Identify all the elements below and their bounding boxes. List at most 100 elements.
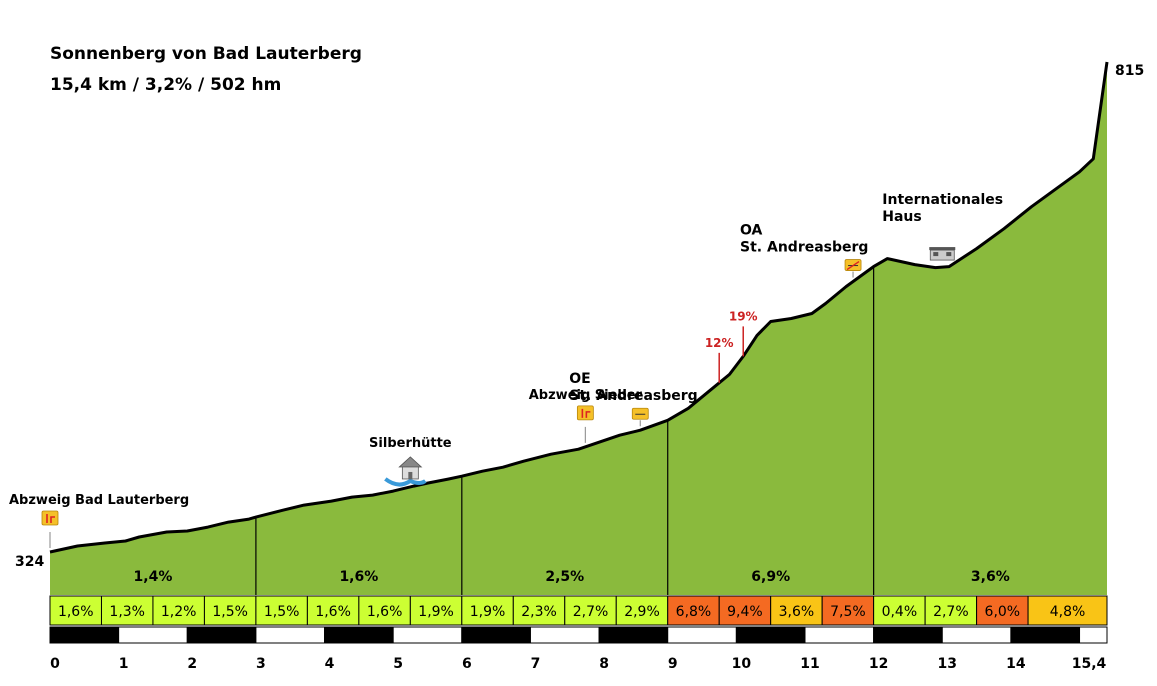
waypoint-label: Haus xyxy=(882,209,921,225)
building-roof xyxy=(929,247,956,251)
waypoint-label: OE xyxy=(569,371,590,387)
gradient-block xyxy=(615,595,669,626)
x-tick-label: 13 xyxy=(938,656,957,672)
gradient-block-label: 2,3% xyxy=(521,604,557,620)
waypoint: Abzweig Sieber xyxy=(529,388,643,443)
x-tick-label: 6 xyxy=(462,656,472,672)
waypoint-label: Silberhütte xyxy=(369,436,452,451)
gradient-block-label: 9,4% xyxy=(727,604,763,620)
house-roof xyxy=(398,456,423,468)
x-tick-label: 5 xyxy=(393,656,403,672)
gradient-block xyxy=(152,595,205,626)
gradient-block-label: 2,7% xyxy=(573,604,609,620)
x-tick-label: 8 xyxy=(599,656,609,672)
building-window xyxy=(946,252,952,257)
km-scale-segment xyxy=(941,626,1012,644)
sign-arrow xyxy=(46,514,55,523)
building-wall xyxy=(929,249,955,261)
km-scale-segment xyxy=(255,626,326,644)
gradient-block xyxy=(49,595,102,626)
junction-sign-icon xyxy=(576,405,594,421)
building-window xyxy=(933,252,939,257)
gradient-block-label: 2,7% xyxy=(933,604,969,620)
km-scale-segment xyxy=(186,626,257,644)
waypoint: Abzweig Bad Lauterberg xyxy=(9,493,189,548)
gradient-block-label: 2,9% xyxy=(624,604,660,620)
waypoint-label: Internationales xyxy=(882,192,1003,208)
km-scale-segment xyxy=(667,626,737,644)
gradient-block xyxy=(512,595,566,626)
waypoint: Silberhütte xyxy=(369,436,452,487)
x-tick-label: 7 xyxy=(531,656,541,672)
gradient-block-label: 3,6% xyxy=(779,604,815,620)
water-wave xyxy=(384,477,427,487)
segment-average-label: 1,6% xyxy=(339,569,378,585)
segment-average-label: 1,4% xyxy=(134,569,173,585)
gradient-block xyxy=(255,595,308,626)
x-tick-label: 2 xyxy=(187,656,197,672)
x-tick-label: 0 xyxy=(50,656,60,672)
waypoint-label: Abzweig Sieber xyxy=(529,388,643,403)
x-tick-label: 9 xyxy=(668,656,678,672)
km-scale-segment xyxy=(49,626,120,644)
chart-subtitle: 15,4 km / 3,2% / 502 hm xyxy=(50,75,282,95)
x-tick-label: 4 xyxy=(325,656,335,672)
gradient-block xyxy=(461,595,514,626)
max-gradient-label: 19% xyxy=(729,309,758,323)
gradient-block xyxy=(564,595,617,626)
gradient-block-label: 0,4% xyxy=(882,604,918,620)
gradient-block xyxy=(1027,595,1108,626)
house-water-icon xyxy=(384,456,427,487)
x-tick-label: 3 xyxy=(256,656,266,672)
gradient-block-label: 6,8% xyxy=(676,604,712,620)
gradient-block-label: 6,0% xyxy=(985,604,1021,620)
gradient-block-label: 1,5% xyxy=(212,604,248,620)
town-entry-sign-icon xyxy=(631,407,649,420)
x-end-label: 15,4 xyxy=(1072,656,1107,672)
chart-title: Sonnenberg von Bad Lauterberg xyxy=(50,44,362,64)
gradient-block-label: 1,6% xyxy=(315,604,351,620)
km-scale-segment xyxy=(598,626,669,644)
gradient-block xyxy=(667,595,720,626)
gradient-block-label: 1,5% xyxy=(264,604,300,620)
gradient-block-label: 4,8% xyxy=(1050,604,1086,620)
start-elevation-label: 324 xyxy=(15,554,44,570)
km-scale-segment xyxy=(461,626,531,644)
building-icon xyxy=(929,247,956,261)
sign-plate xyxy=(576,405,594,421)
gradient-block-label: 1,9% xyxy=(418,604,454,620)
gradient-block xyxy=(873,595,926,626)
gradient-block-label: 1,6% xyxy=(367,604,403,620)
gradient-block-label: 1,9% xyxy=(470,604,506,620)
x-tick-label: 10 xyxy=(732,656,752,672)
gradient-block-label: 7,5% xyxy=(830,604,866,620)
town-exit-sign-icon xyxy=(844,259,862,271)
km-scale-segment xyxy=(873,626,943,644)
km-scale-segment xyxy=(804,626,875,644)
gradient-block xyxy=(976,595,1029,626)
x-tick-label: 11 xyxy=(800,656,819,672)
km-scale-segment xyxy=(118,626,188,644)
segment-average-label: 6,9% xyxy=(751,569,790,585)
end-elevation-label: 815 xyxy=(1115,63,1144,79)
km-scale-segment xyxy=(392,626,463,644)
waypoint-label: OA xyxy=(740,223,763,239)
gradient-block-label: 1,3% xyxy=(109,604,145,620)
km-scale-segment xyxy=(529,626,600,644)
waypoint-label: Abzweig Bad Lauterberg xyxy=(9,493,189,508)
km-scale-segment xyxy=(1079,626,1108,644)
profile-line xyxy=(49,61,1109,554)
waypoint-label: St. Andreasberg xyxy=(569,388,697,404)
x-tick-label: 12 xyxy=(869,656,888,672)
profile-area xyxy=(50,62,1107,595)
gradient-block-label: 1,2% xyxy=(161,604,197,620)
house-door xyxy=(408,471,413,479)
km-scale-segment xyxy=(735,626,806,644)
km-scale-segment xyxy=(324,626,394,644)
waypoint-label: St. Andreasberg xyxy=(740,240,868,256)
segment-average-label: 3,6% xyxy=(971,569,1010,585)
